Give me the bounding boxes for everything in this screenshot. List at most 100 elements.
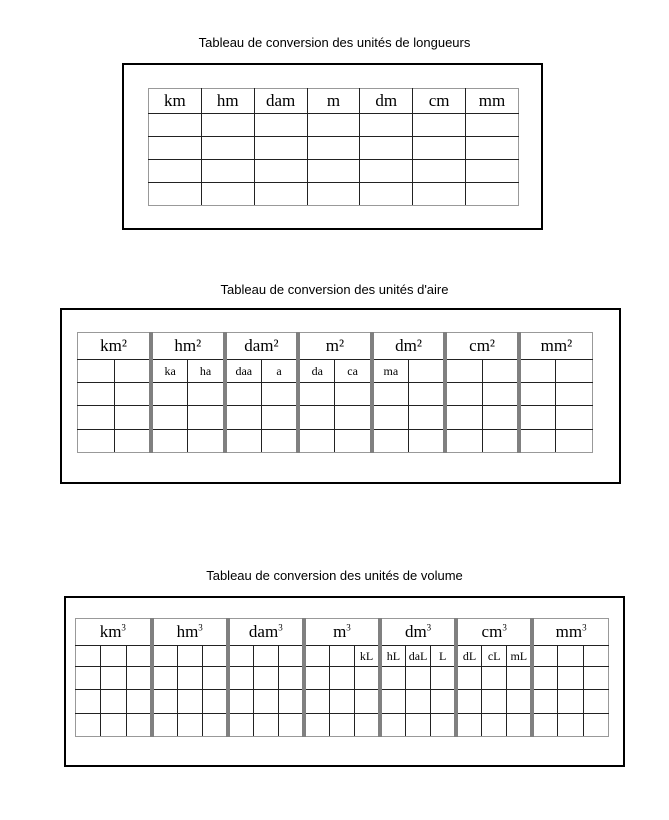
input-cell[interactable] xyxy=(301,689,330,714)
input-cell[interactable] xyxy=(187,382,226,406)
input-cell[interactable] xyxy=(430,666,457,690)
input-cell[interactable] xyxy=(252,689,280,714)
input-cell[interactable] xyxy=(149,429,189,453)
input-cell[interactable] xyxy=(354,713,381,737)
input-cell[interactable] xyxy=(187,405,226,430)
input-cell[interactable] xyxy=(225,713,254,737)
input-cell[interactable] xyxy=(377,713,406,737)
input-cell[interactable] xyxy=(359,182,414,206)
input-cell[interactable] xyxy=(454,713,483,737)
input-cell[interactable] xyxy=(408,405,446,430)
input-cell[interactable] xyxy=(253,113,308,137)
input-cell[interactable] xyxy=(557,713,584,737)
input-cell[interactable] xyxy=(277,689,305,714)
input-cell[interactable] xyxy=(201,666,229,690)
input-cell[interactable] xyxy=(260,405,299,430)
input-cell[interactable] xyxy=(260,429,299,453)
input-cell[interactable] xyxy=(377,689,406,714)
input-cell[interactable] xyxy=(149,666,178,690)
input-cell[interactable] xyxy=(328,666,356,690)
input-cell[interactable] xyxy=(296,429,336,453)
input-cell[interactable] xyxy=(253,136,308,160)
input-cell[interactable] xyxy=(328,689,356,714)
input-cell[interactable] xyxy=(480,689,508,714)
input-cell[interactable] xyxy=(253,159,308,183)
input-cell[interactable] xyxy=(222,429,262,453)
input-cell[interactable] xyxy=(187,429,226,453)
input-cell[interactable] xyxy=(369,382,410,406)
input-cell[interactable] xyxy=(516,382,557,406)
input-cell[interactable] xyxy=(148,136,202,160)
input-cell[interactable] xyxy=(359,136,414,160)
input-cell[interactable] xyxy=(443,429,483,453)
input-cell[interactable] xyxy=(354,666,381,690)
input-cell[interactable] xyxy=(296,382,336,406)
input-cell[interactable] xyxy=(74,713,102,737)
input-cell[interactable] xyxy=(555,382,593,406)
input-cell[interactable] xyxy=(252,666,280,690)
input-cell[interactable] xyxy=(328,713,356,737)
input-cell[interactable] xyxy=(113,382,152,406)
input-cell[interactable] xyxy=(555,429,593,453)
input-cell[interactable] xyxy=(334,382,373,406)
input-cell[interactable] xyxy=(225,666,254,690)
input-cell[interactable] xyxy=(100,666,127,690)
input-cell[interactable] xyxy=(582,713,609,737)
input-cell[interactable] xyxy=(481,429,520,453)
input-cell[interactable] xyxy=(481,405,520,430)
input-cell[interactable] xyxy=(277,713,305,737)
input-cell[interactable] xyxy=(530,666,559,690)
input-cell[interactable] xyxy=(222,405,262,430)
input-cell[interactable] xyxy=(408,429,446,453)
input-cell[interactable] xyxy=(530,689,559,714)
input-cell[interactable] xyxy=(404,689,432,714)
input-cell[interactable] xyxy=(301,713,330,737)
input-cell[interactable] xyxy=(354,689,381,714)
input-cell[interactable] xyxy=(252,713,280,737)
input-cell[interactable] xyxy=(465,159,519,183)
input-cell[interactable] xyxy=(412,159,467,183)
input-cell[interactable] xyxy=(176,713,203,737)
input-cell[interactable] xyxy=(454,666,483,690)
input-cell[interactable] xyxy=(149,689,178,714)
input-cell[interactable] xyxy=(148,113,202,137)
input-cell[interactable] xyxy=(74,666,102,690)
input-cell[interactable] xyxy=(148,159,202,183)
input-cell[interactable] xyxy=(412,136,467,160)
input-cell[interactable] xyxy=(200,136,255,160)
input-cell[interactable] xyxy=(408,382,446,406)
input-cell[interactable] xyxy=(334,429,373,453)
input-cell[interactable] xyxy=(301,666,330,690)
input-cell[interactable] xyxy=(201,689,229,714)
input-cell[interactable] xyxy=(506,666,533,690)
input-cell[interactable] xyxy=(125,666,153,690)
input-cell[interactable] xyxy=(200,182,255,206)
input-cell[interactable] xyxy=(557,666,584,690)
input-cell[interactable] xyxy=(443,405,483,430)
input-cell[interactable] xyxy=(506,689,533,714)
input-cell[interactable] xyxy=(481,382,520,406)
input-cell[interactable] xyxy=(260,382,299,406)
input-cell[interactable] xyxy=(200,159,255,183)
input-cell[interactable] xyxy=(149,713,178,737)
input-cell[interactable] xyxy=(377,666,406,690)
input-cell[interactable] xyxy=(176,666,203,690)
input-cell[interactable] xyxy=(582,689,609,714)
input-cell[interactable] xyxy=(557,689,584,714)
input-cell[interactable] xyxy=(306,113,361,137)
input-cell[interactable] xyxy=(201,713,229,737)
input-cell[interactable] xyxy=(412,113,467,137)
input-cell[interactable] xyxy=(77,382,115,406)
input-cell[interactable] xyxy=(359,159,414,183)
input-cell[interactable] xyxy=(306,182,361,206)
input-cell[interactable] xyxy=(412,182,467,206)
input-cell[interactable] xyxy=(480,666,508,690)
input-cell[interactable] xyxy=(277,666,305,690)
input-cell[interactable] xyxy=(149,382,189,406)
input-cell[interactable] xyxy=(125,689,153,714)
input-cell[interactable] xyxy=(443,382,483,406)
input-cell[interactable] xyxy=(404,666,432,690)
input-cell[interactable] xyxy=(530,713,559,737)
input-cell[interactable] xyxy=(296,405,336,430)
input-cell[interactable] xyxy=(306,136,361,160)
